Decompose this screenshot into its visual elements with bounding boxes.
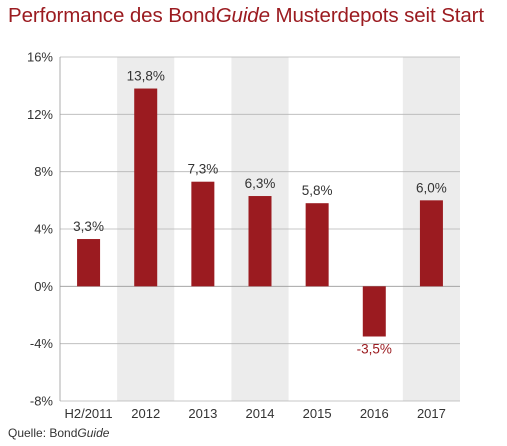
y-tick-label: 8% xyxy=(34,164,53,179)
source-note: Quelle: BondGuide xyxy=(8,426,109,440)
title-prefix: Performance des Bond xyxy=(8,4,216,27)
x-tick-label: 2012 xyxy=(131,406,160,421)
y-tick-label: 16% xyxy=(27,50,53,65)
data-label: 3,3% xyxy=(73,219,104,234)
bar-2015 xyxy=(305,203,329,287)
y-tick-label: -8% xyxy=(30,394,54,409)
data-labels: 3,3% 13,8% 7,3% 6,3% 5,8% -3,5% 6,0% xyxy=(73,69,447,357)
x-tick-label: 2016 xyxy=(360,406,389,421)
bars xyxy=(77,88,443,337)
data-label: 6,0% xyxy=(416,180,447,195)
data-label: 7,3% xyxy=(187,162,218,177)
data-label: 6,3% xyxy=(245,176,276,191)
y-tick-label: -4% xyxy=(30,336,54,351)
x-axis: H2/2011 2012 2013 2014 2015 2016 2017 xyxy=(64,406,445,421)
x-tick-label: 2017 xyxy=(417,406,446,421)
y-axis: -8% -4% 0% 4% 8% 12% 16% xyxy=(27,50,61,409)
bar-2014 xyxy=(248,196,272,287)
source-italic: Guide xyxy=(77,426,110,440)
bar-2012 xyxy=(134,88,158,287)
bar-2016 xyxy=(362,286,386,337)
x-tick-label: 2013 xyxy=(188,406,217,421)
title-italic: Guide xyxy=(215,4,270,27)
data-label: 5,8% xyxy=(302,183,333,198)
y-tick-label: 4% xyxy=(34,222,53,237)
bar-H2-2011 xyxy=(77,239,101,287)
bar-2013 xyxy=(191,181,215,287)
y-tick-label: 0% xyxy=(34,279,53,294)
data-label: 13,8% xyxy=(127,69,165,84)
x-tick-label: 2015 xyxy=(303,406,332,421)
x-tick-label: H2/2011 xyxy=(64,406,112,421)
data-label: -3,5% xyxy=(357,342,392,357)
title-suffix: Musterdepots seit Start xyxy=(269,4,485,27)
source-prefix: Quelle: Bond xyxy=(8,426,78,440)
x-tick-label: 2014 xyxy=(246,406,275,421)
chart-title: Performance des BondGuide Musterdepots s… xyxy=(8,4,484,28)
y-tick-label: 12% xyxy=(27,107,53,122)
bar-2017 xyxy=(419,200,443,287)
